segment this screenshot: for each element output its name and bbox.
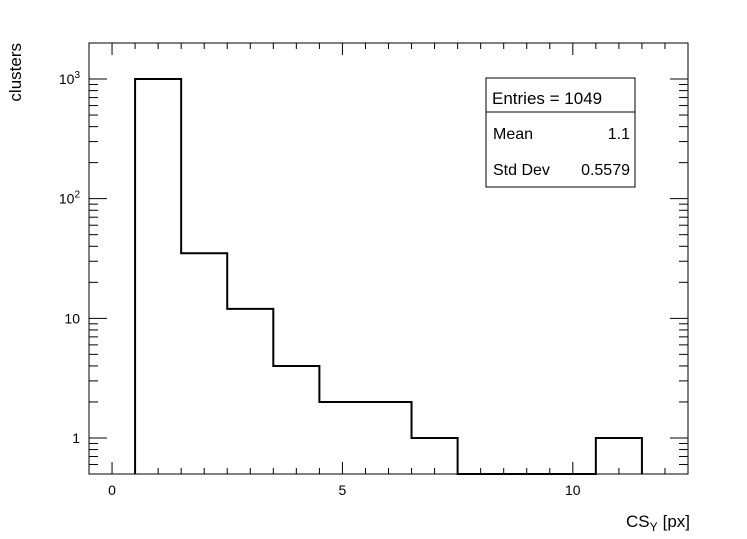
- y-tick-label: 102: [59, 190, 81, 207]
- y-tick-label: 1: [72, 430, 80, 446]
- x-axis-ticks: 0 5 10: [88, 43, 689, 498]
- y-axis-label: clusters: [6, 43, 25, 102]
- histogram-outline: [134, 78, 643, 475]
- x-axis-label-unit: [px]: [663, 512, 690, 531]
- histogram-bin: [135, 79, 181, 474]
- x-axis-label-subscript: Y: [650, 520, 658, 534]
- stats-stddev-label: Std Dev: [493, 162, 550, 179]
- stats-stddev-value: 0.5579: [581, 162, 630, 179]
- stats-entries: Entries = 1049: [492, 89, 602, 108]
- y-tick-exponent: 2: [74, 190, 80, 201]
- x-tick-label: 0: [108, 482, 116, 498]
- y-axis-ticks: 1 10 102 103: [59, 42, 688, 475]
- histogram-bin: [227, 309, 273, 474]
- y-tick-label: 103: [59, 70, 81, 87]
- x-axis-label-main: CS: [626, 512, 650, 531]
- stats-mean-label: Mean: [493, 126, 533, 143]
- y-tick-label: 10: [64, 310, 80, 326]
- x-tick-label: 10: [565, 482, 581, 498]
- x-tick-label: 5: [339, 482, 347, 498]
- histogram-bin: [365, 402, 411, 474]
- y-tick-exponent: 3: [74, 70, 80, 81]
- x-axis-label: CSY [px]: [626, 512, 690, 534]
- histogram-bin: [273, 366, 319, 474]
- stats-mean-value: 1.1: [608, 126, 630, 143]
- histogram-bin: [181, 253, 227, 474]
- stats-box: Entries = 1049 Mean 1.1 Std Dev 0.5579: [485, 77, 636, 188]
